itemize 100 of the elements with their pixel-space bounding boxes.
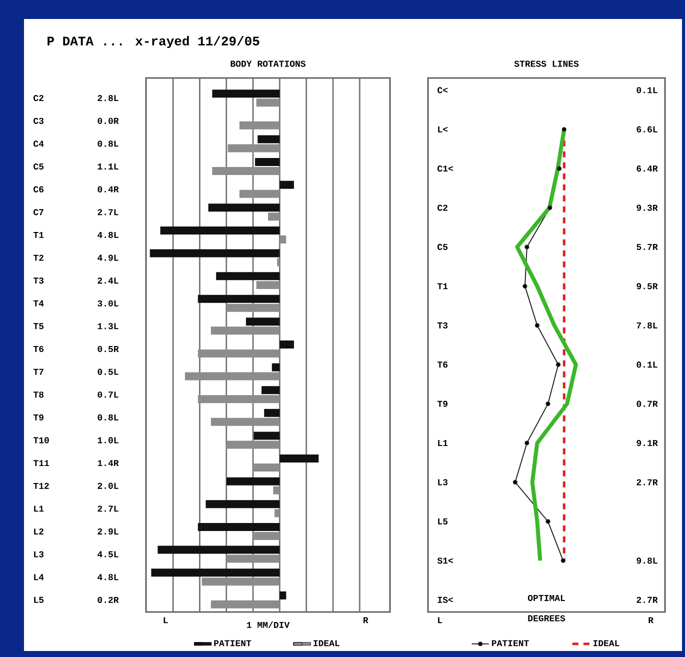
text: 0.8L [98,414,118,420]
bar [254,532,280,540]
point [534,323,540,328]
text: 9.1R [636,440,658,446]
y-tick-label: IS< [438,596,453,603]
y-tick-label: L5 [34,596,44,603]
text: 0.4R [98,186,119,192]
y-tick-label: C3 [34,118,44,124]
bar [184,372,280,380]
y-tick-label: L3 [34,551,44,558]
point [512,480,518,485]
bar [228,144,280,152]
text: 1.0L [98,437,118,444]
point [560,558,566,563]
bar [280,454,319,463]
bar [272,363,280,372]
text: 2.7L [98,506,118,512]
bar [268,212,280,221]
y-tick-label: C7 [34,209,44,216]
text: 0.7R [636,400,658,407]
text: 7.8L [636,322,658,328]
annotation: OPTIMAL [528,594,565,602]
point [548,205,552,210]
bar [258,135,280,144]
bar [239,121,280,130]
y-tick-label: C5 [34,163,44,170]
text: 2.9L [98,528,118,535]
bar [262,386,280,394]
text: 2.7R [636,596,658,603]
bar [151,568,280,577]
legend-label: PATIENT [492,640,529,646]
y-tick-label: C5 [438,244,448,250]
bar [239,190,280,198]
bar [212,90,280,98]
bar [246,318,280,326]
chart-title: BODY ROTATIONS [230,60,306,67]
bar [226,554,280,563]
point [546,519,550,524]
text: 2.7L [98,209,118,216]
y-tick-label: T12 [33,482,49,489]
point [556,166,562,171]
text: 1.1L [98,164,118,170]
bar [210,600,280,608]
bar [254,464,280,472]
bar [280,340,294,348]
bar [210,326,280,335]
y-tick-label: T10 [33,437,49,444]
text: P DATA ... x-rayed 11/29/05 [48,36,260,48]
y-tick-label: L< [438,126,448,132]
text: L [438,617,442,624]
bar [255,158,280,166]
text: 4.9L [98,254,118,261]
text: R [363,617,368,624]
bar [198,350,280,358]
y-tick-label: L1 [438,440,448,446]
point [522,284,528,288]
text: 1.4R [98,460,119,466]
y-tick-label: T3 [437,322,448,328]
y-tick-label: C6 [34,186,44,192]
bar [226,304,280,312]
bar [256,98,280,107]
y-tick-label: T2 [33,254,44,261]
bar [254,432,280,440]
text: 0.1L [636,87,658,94]
legend-label: IDEAL [314,640,340,646]
y-tick-label: T1 [33,232,44,238]
text: 2.8L [98,95,118,102]
bar [256,281,280,290]
y-tick-label: T9 [437,400,448,407]
text: 3.0L [98,300,118,306]
y-tick-label: L2 [34,528,44,534]
x-axis-title: 1 MM/DIV [247,621,290,628]
legend-label: IDEAL [593,640,620,646]
y-tick-label: C2 [438,204,448,211]
x-axis-title: DEGREES [528,615,566,622]
text: 6.6L [636,126,658,132]
text: 0.2R [98,596,119,603]
bar [208,204,280,212]
bar [264,408,280,417]
y-tick-label: T11 [33,460,50,466]
bar [277,258,280,266]
text: 2.7R [636,479,658,486]
bar [160,226,280,234]
text: 0.0R [98,118,119,124]
text: 9.5R [636,283,658,290]
bar [198,395,280,404]
text: 5.7R [636,244,658,250]
y-tick-label: T5 [33,323,44,330]
chart-title: STRESS LINES [514,60,579,67]
bar [280,235,286,244]
y-tick-label: T8 [33,392,44,398]
bar [202,578,280,586]
text: 6.4R [636,166,658,172]
point [546,402,550,406]
bar [280,180,294,189]
bar [150,249,280,258]
text: 0.5L [98,368,118,375]
bar [210,418,280,426]
text: 2.0L [98,482,118,489]
text: 2.4L [98,278,118,284]
